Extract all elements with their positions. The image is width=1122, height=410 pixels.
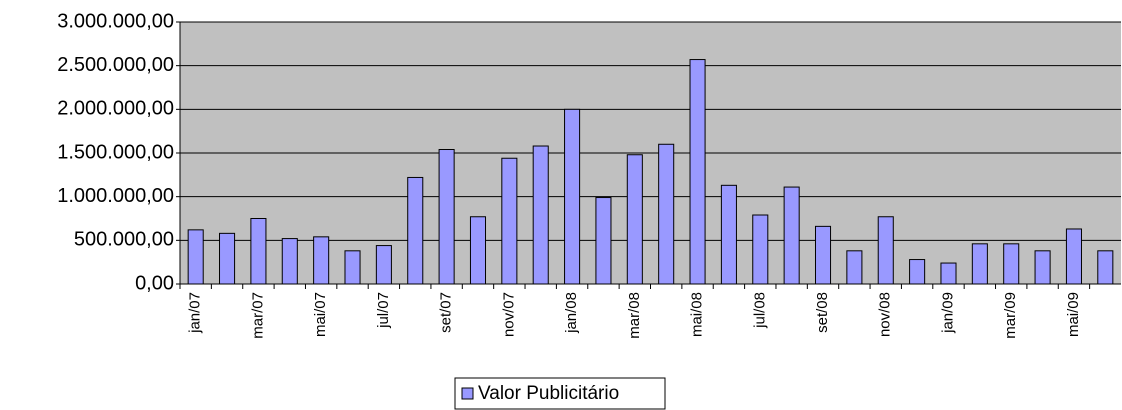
y-tick-label: 2.000.000,00 xyxy=(57,98,174,120)
bar xyxy=(971,243,988,285)
x-tick-label: jul/08 xyxy=(751,292,768,329)
x-tick-label: nov/08 xyxy=(877,292,894,337)
y-tick-label: 1.000.000,00 xyxy=(57,185,174,207)
bar xyxy=(250,218,267,285)
x-tick-label: jul/07 xyxy=(375,292,392,329)
x-tick-label: set/08 xyxy=(814,292,831,333)
x-tick-label: jan/07 xyxy=(187,292,204,334)
x-tick-label: mai/09 xyxy=(1065,292,1082,337)
bar xyxy=(1065,228,1082,285)
bar xyxy=(595,197,612,285)
legend-label: Valor Publicitário xyxy=(478,383,619,404)
y-tick-label: 1.500.000,00 xyxy=(57,141,174,163)
y-tick-label: 2.500.000,00 xyxy=(57,54,174,76)
bar xyxy=(375,245,392,285)
x-tick-label: mai/08 xyxy=(689,292,706,337)
bar xyxy=(720,184,737,285)
bar xyxy=(940,262,957,285)
x-tick-label: mar/07 xyxy=(249,292,266,339)
x-tick-label: mar/09 xyxy=(1002,292,1019,339)
x-tick-label: mai/07 xyxy=(312,292,329,337)
bar xyxy=(187,229,204,285)
legend-swatch xyxy=(461,387,474,400)
bar xyxy=(752,214,769,285)
bar xyxy=(626,154,643,285)
bar xyxy=(501,157,518,285)
bar xyxy=(877,216,894,285)
bar xyxy=(407,176,424,285)
bar xyxy=(658,143,675,285)
y-tick-label: 3.000.000,00 xyxy=(57,10,174,32)
bar xyxy=(783,186,800,285)
bar xyxy=(1097,250,1114,285)
bar xyxy=(909,259,926,285)
x-tick-label: nov/07 xyxy=(500,292,517,337)
bar xyxy=(532,145,549,285)
bar xyxy=(564,108,581,285)
x-tick-label: jan/09 xyxy=(939,292,956,334)
x-tick-label: set/07 xyxy=(438,292,455,333)
legend-box xyxy=(454,377,666,410)
bar xyxy=(281,238,298,285)
bar xyxy=(219,232,236,285)
bar xyxy=(1034,250,1051,285)
bar xyxy=(1003,243,1020,285)
x-tick-label: mar/08 xyxy=(626,292,643,339)
y-tick-label: 0,00 xyxy=(135,272,174,294)
y-tick-label: 500.000,00 xyxy=(74,229,174,251)
bar xyxy=(438,149,455,285)
bar xyxy=(846,250,863,285)
x-tick-label: jan/08 xyxy=(563,292,580,334)
bar xyxy=(689,59,706,285)
bar xyxy=(469,216,487,285)
bar xyxy=(344,250,361,285)
bar xyxy=(814,225,832,285)
bar xyxy=(313,236,330,285)
